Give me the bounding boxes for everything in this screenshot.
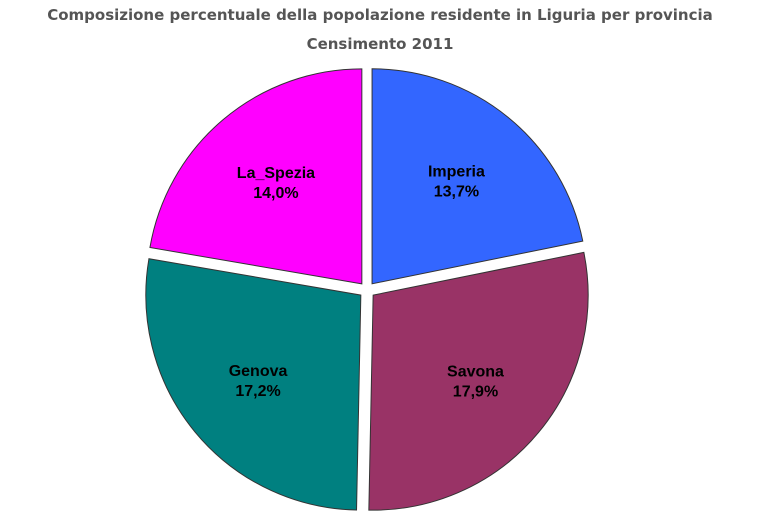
pie-slice: [368, 251, 589, 511]
pie-slice: [371, 68, 584, 285]
pie-slice: [149, 68, 363, 285]
chart-subtitle: Censimento 2011: [307, 35, 454, 53]
slice-value-label: 17,2%: [235, 383, 280, 400]
slice-value-label: 14,0%: [253, 185, 298, 202]
slice-label: Savona: [447, 364, 504, 381]
slice-value-label: 13,7%: [434, 184, 479, 201]
chart-title: Composizione percentuale della popolazio…: [47, 6, 713, 24]
pie-slice: [145, 258, 362, 511]
slice-label: La_Spezia: [237, 165, 315, 182]
slice-label: Genova: [229, 363, 288, 380]
slice-label: Imperia: [428, 164, 485, 181]
slice-value-label: 17,9%: [453, 384, 498, 401]
